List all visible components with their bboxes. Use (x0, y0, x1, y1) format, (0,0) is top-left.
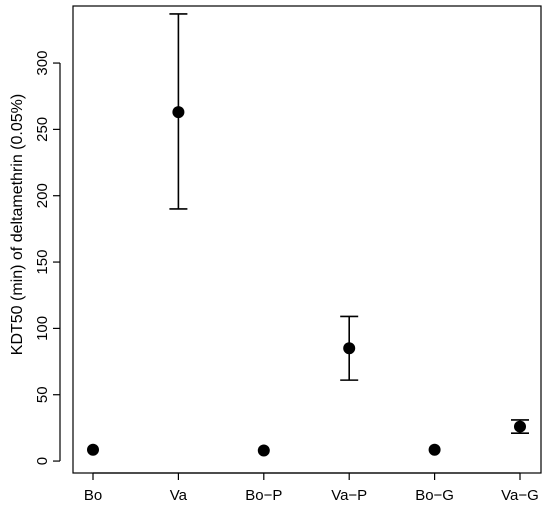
x-tick-label-2: Bo−P (245, 487, 282, 504)
x-tick-label-3: Va−P (331, 487, 367, 504)
data-point-0 (87, 443, 99, 456)
x-tick-label-1: Va (170, 487, 188, 504)
y-tick-label-100: 100 (34, 316, 51, 341)
data-point-2 (257, 444, 270, 457)
data-point-3 (343, 342, 356, 355)
y-tick-label-300: 300 (34, 51, 51, 76)
y-tick-label-150: 150 (34, 250, 51, 275)
y-tick-label-0: 0 (34, 457, 51, 465)
y-tick-label-250: 250 (34, 117, 51, 142)
data-point-1 (172, 106, 185, 119)
x-tick-label-4: Bo−G (415, 487, 454, 504)
y-tick-label-50: 50 (34, 386, 51, 403)
plot-frame (72, 5, 542, 474)
x-tick-label-0: Bo (84, 487, 102, 504)
y-axis-title: KDT50 (min) of deltamethrin (0.05%) (9, 94, 26, 355)
data-point-5 (514, 420, 526, 433)
x-tick-label-5: Va−G (501, 487, 539, 504)
data-point-4 (428, 443, 441, 456)
y-tick-label-200: 200 (34, 183, 51, 208)
